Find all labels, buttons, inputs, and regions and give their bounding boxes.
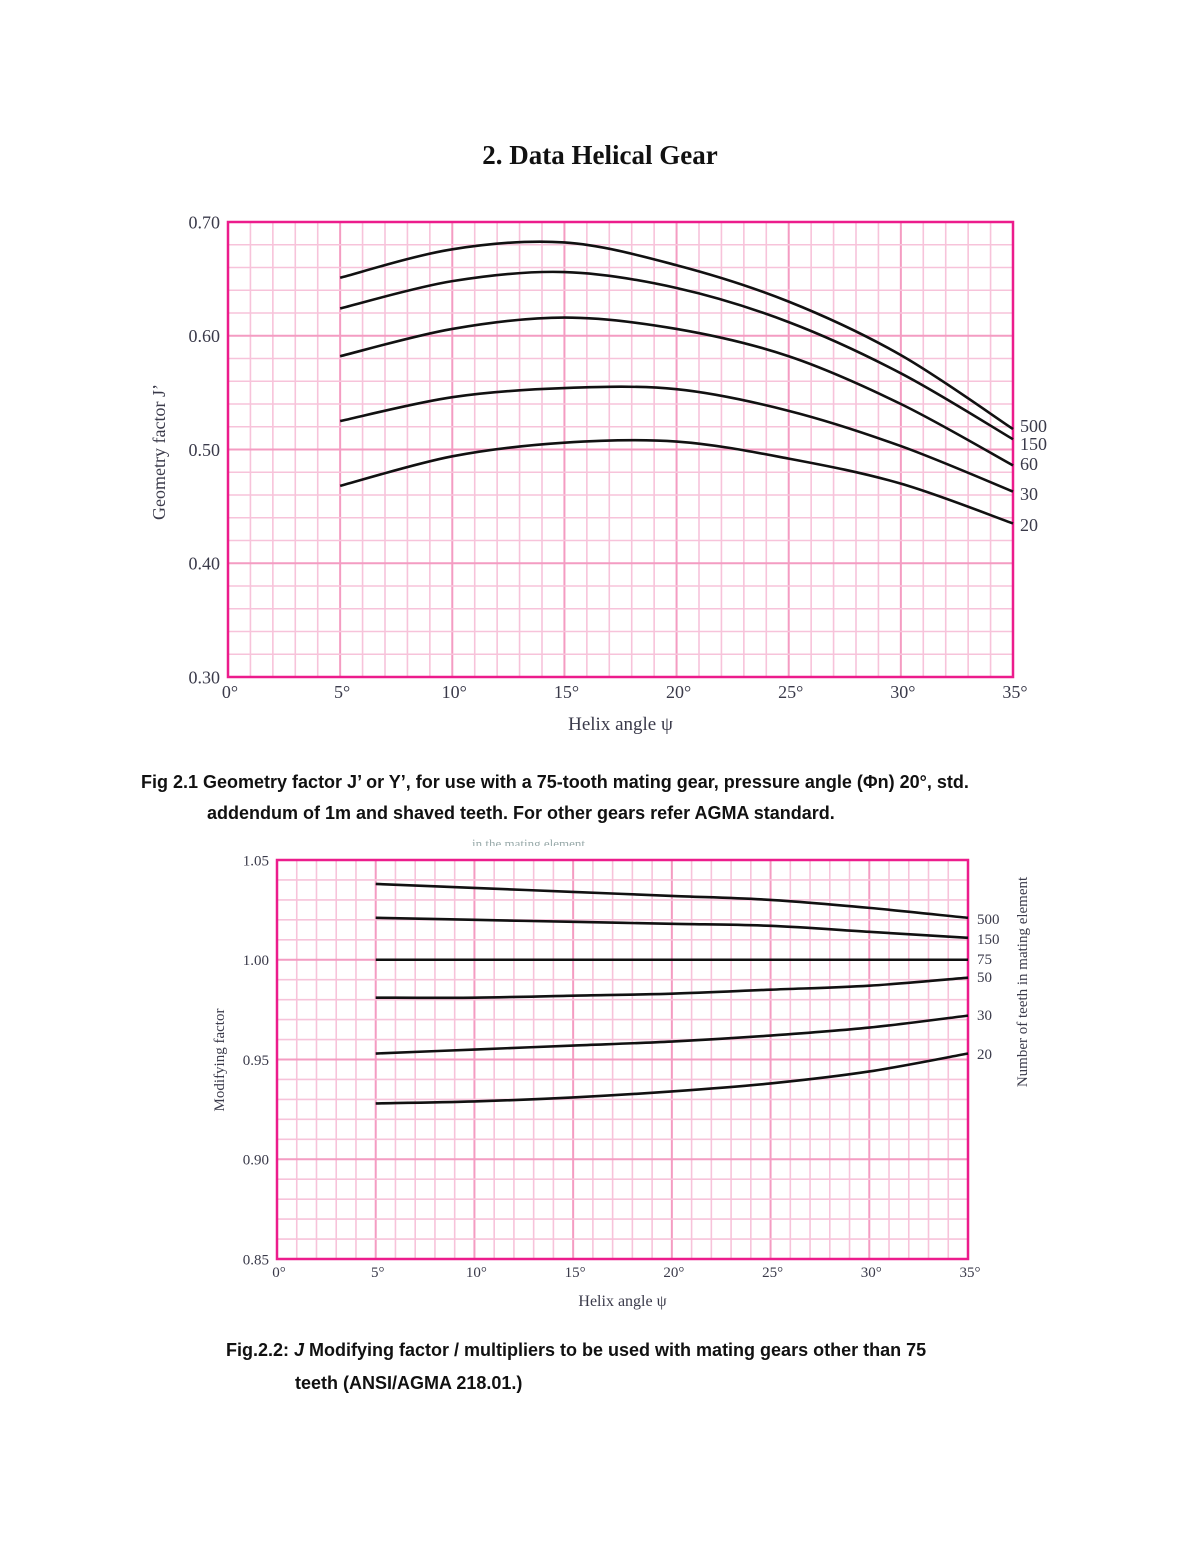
cropped-heading: in the mating element xyxy=(472,836,585,846)
x-tick-label: 0° xyxy=(272,1265,286,1281)
figure-caption-1-line-1: Fig 2.1 Geometry factor J’ or Y’, for us… xyxy=(141,772,969,792)
series-curve-30 xyxy=(375,1014,969,1055)
series-label-60: 60 xyxy=(1020,454,1038,474)
x-tick-label: 20° xyxy=(663,1265,684,1281)
y-axis-title: Modifying factor xyxy=(212,1009,228,1112)
x-tick-label: 35° xyxy=(960,1265,981,1281)
x-tick-label: 15° xyxy=(554,682,579,702)
x-tick-label: 30° xyxy=(861,1265,882,1281)
x-tick-label: 0° xyxy=(222,682,238,702)
figure-caption-2-line-1: Fig.2.2: J Modifying factor / multiplier… xyxy=(226,1340,926,1361)
caption-2-italic: J xyxy=(294,1340,305,1360)
x-tick-label: 35° xyxy=(1002,682,1027,702)
x-tick-label: 10° xyxy=(466,1265,487,1281)
series-curve-20 xyxy=(375,1052,969,1105)
caption-2-rest: Modifying factor / multipliers to be use… xyxy=(304,1340,927,1360)
figure-caption-1-line-2: addendum of 1m and shaved teeth. For oth… xyxy=(207,803,835,823)
x-tick-label: 15° xyxy=(565,1265,586,1281)
series-label-30: 30 xyxy=(977,1008,992,1024)
series-label-20: 20 xyxy=(1020,515,1038,535)
caption-2-prefix: Fig.2.2: xyxy=(226,1340,295,1360)
y-tick-label: 0.40 xyxy=(189,554,221,574)
series-curve-500 xyxy=(375,882,969,920)
series-label-500: 500 xyxy=(977,912,1000,928)
geometry-factor-chart: 0.30 0.40 0.50 0.60 0.70 0° 5° 10° 15° 20° 25° 30° 3… xyxy=(149,212,1047,735)
y-tick-label: 0.60 xyxy=(189,326,221,346)
y-tick-label: 0.30 xyxy=(189,667,221,687)
x-tick-label: 20° xyxy=(666,682,691,702)
series-curve-500 xyxy=(339,240,1014,431)
series-curve-20 xyxy=(339,438,1014,525)
y-tick-label: 1.05 xyxy=(243,853,269,869)
series-label-75: 75 xyxy=(977,952,992,968)
series-label-150: 150 xyxy=(977,932,1000,948)
y-tick-label: 1.00 xyxy=(243,953,269,969)
series-curve-60 xyxy=(339,316,1014,467)
series-label-500: 500 xyxy=(1020,416,1047,436)
x-axis-title: Helix angle ψ xyxy=(578,1293,666,1310)
y-tick-label: 0.95 xyxy=(243,1053,269,1069)
y-axis-title: Geometry factor J’ xyxy=(149,384,169,520)
figure-caption-2-line-2: teeth (ANSI/AGMA 218.01.) xyxy=(295,1373,523,1393)
x-tick-label: 10° xyxy=(442,682,467,702)
plot-frame xyxy=(275,858,970,1261)
y-tick-label: 0.50 xyxy=(189,440,221,460)
series-label-30: 30 xyxy=(1020,484,1038,504)
x-tick-label: 30° xyxy=(890,682,915,702)
series-curve-150 xyxy=(375,916,969,940)
series-label-50: 50 xyxy=(977,970,992,986)
plot-frame xyxy=(226,220,1015,679)
y-tick-label: 0.90 xyxy=(243,1153,269,1169)
series-label-20: 20 xyxy=(977,1047,992,1063)
page-title: 2. Data Helical Gear xyxy=(482,140,718,170)
series-curve-150 xyxy=(339,270,1014,441)
series-curve-50 xyxy=(375,976,969,1000)
y-tick-label: 0.70 xyxy=(189,212,221,232)
x-axis-title: Helix angle ψ xyxy=(568,714,673,735)
series-label-150: 150 xyxy=(1020,434,1047,454)
x-tick-label: 5° xyxy=(371,1265,385,1281)
x-tick-label: 25° xyxy=(778,682,803,702)
y-tick-label: 0.85 xyxy=(243,1252,269,1268)
x-tick-label: 5° xyxy=(334,682,350,702)
series-curve-30 xyxy=(339,385,1014,493)
x-tick-label: 25° xyxy=(762,1265,783,1281)
y2-axis-title: Number of teeth in mating element xyxy=(1015,876,1031,1087)
